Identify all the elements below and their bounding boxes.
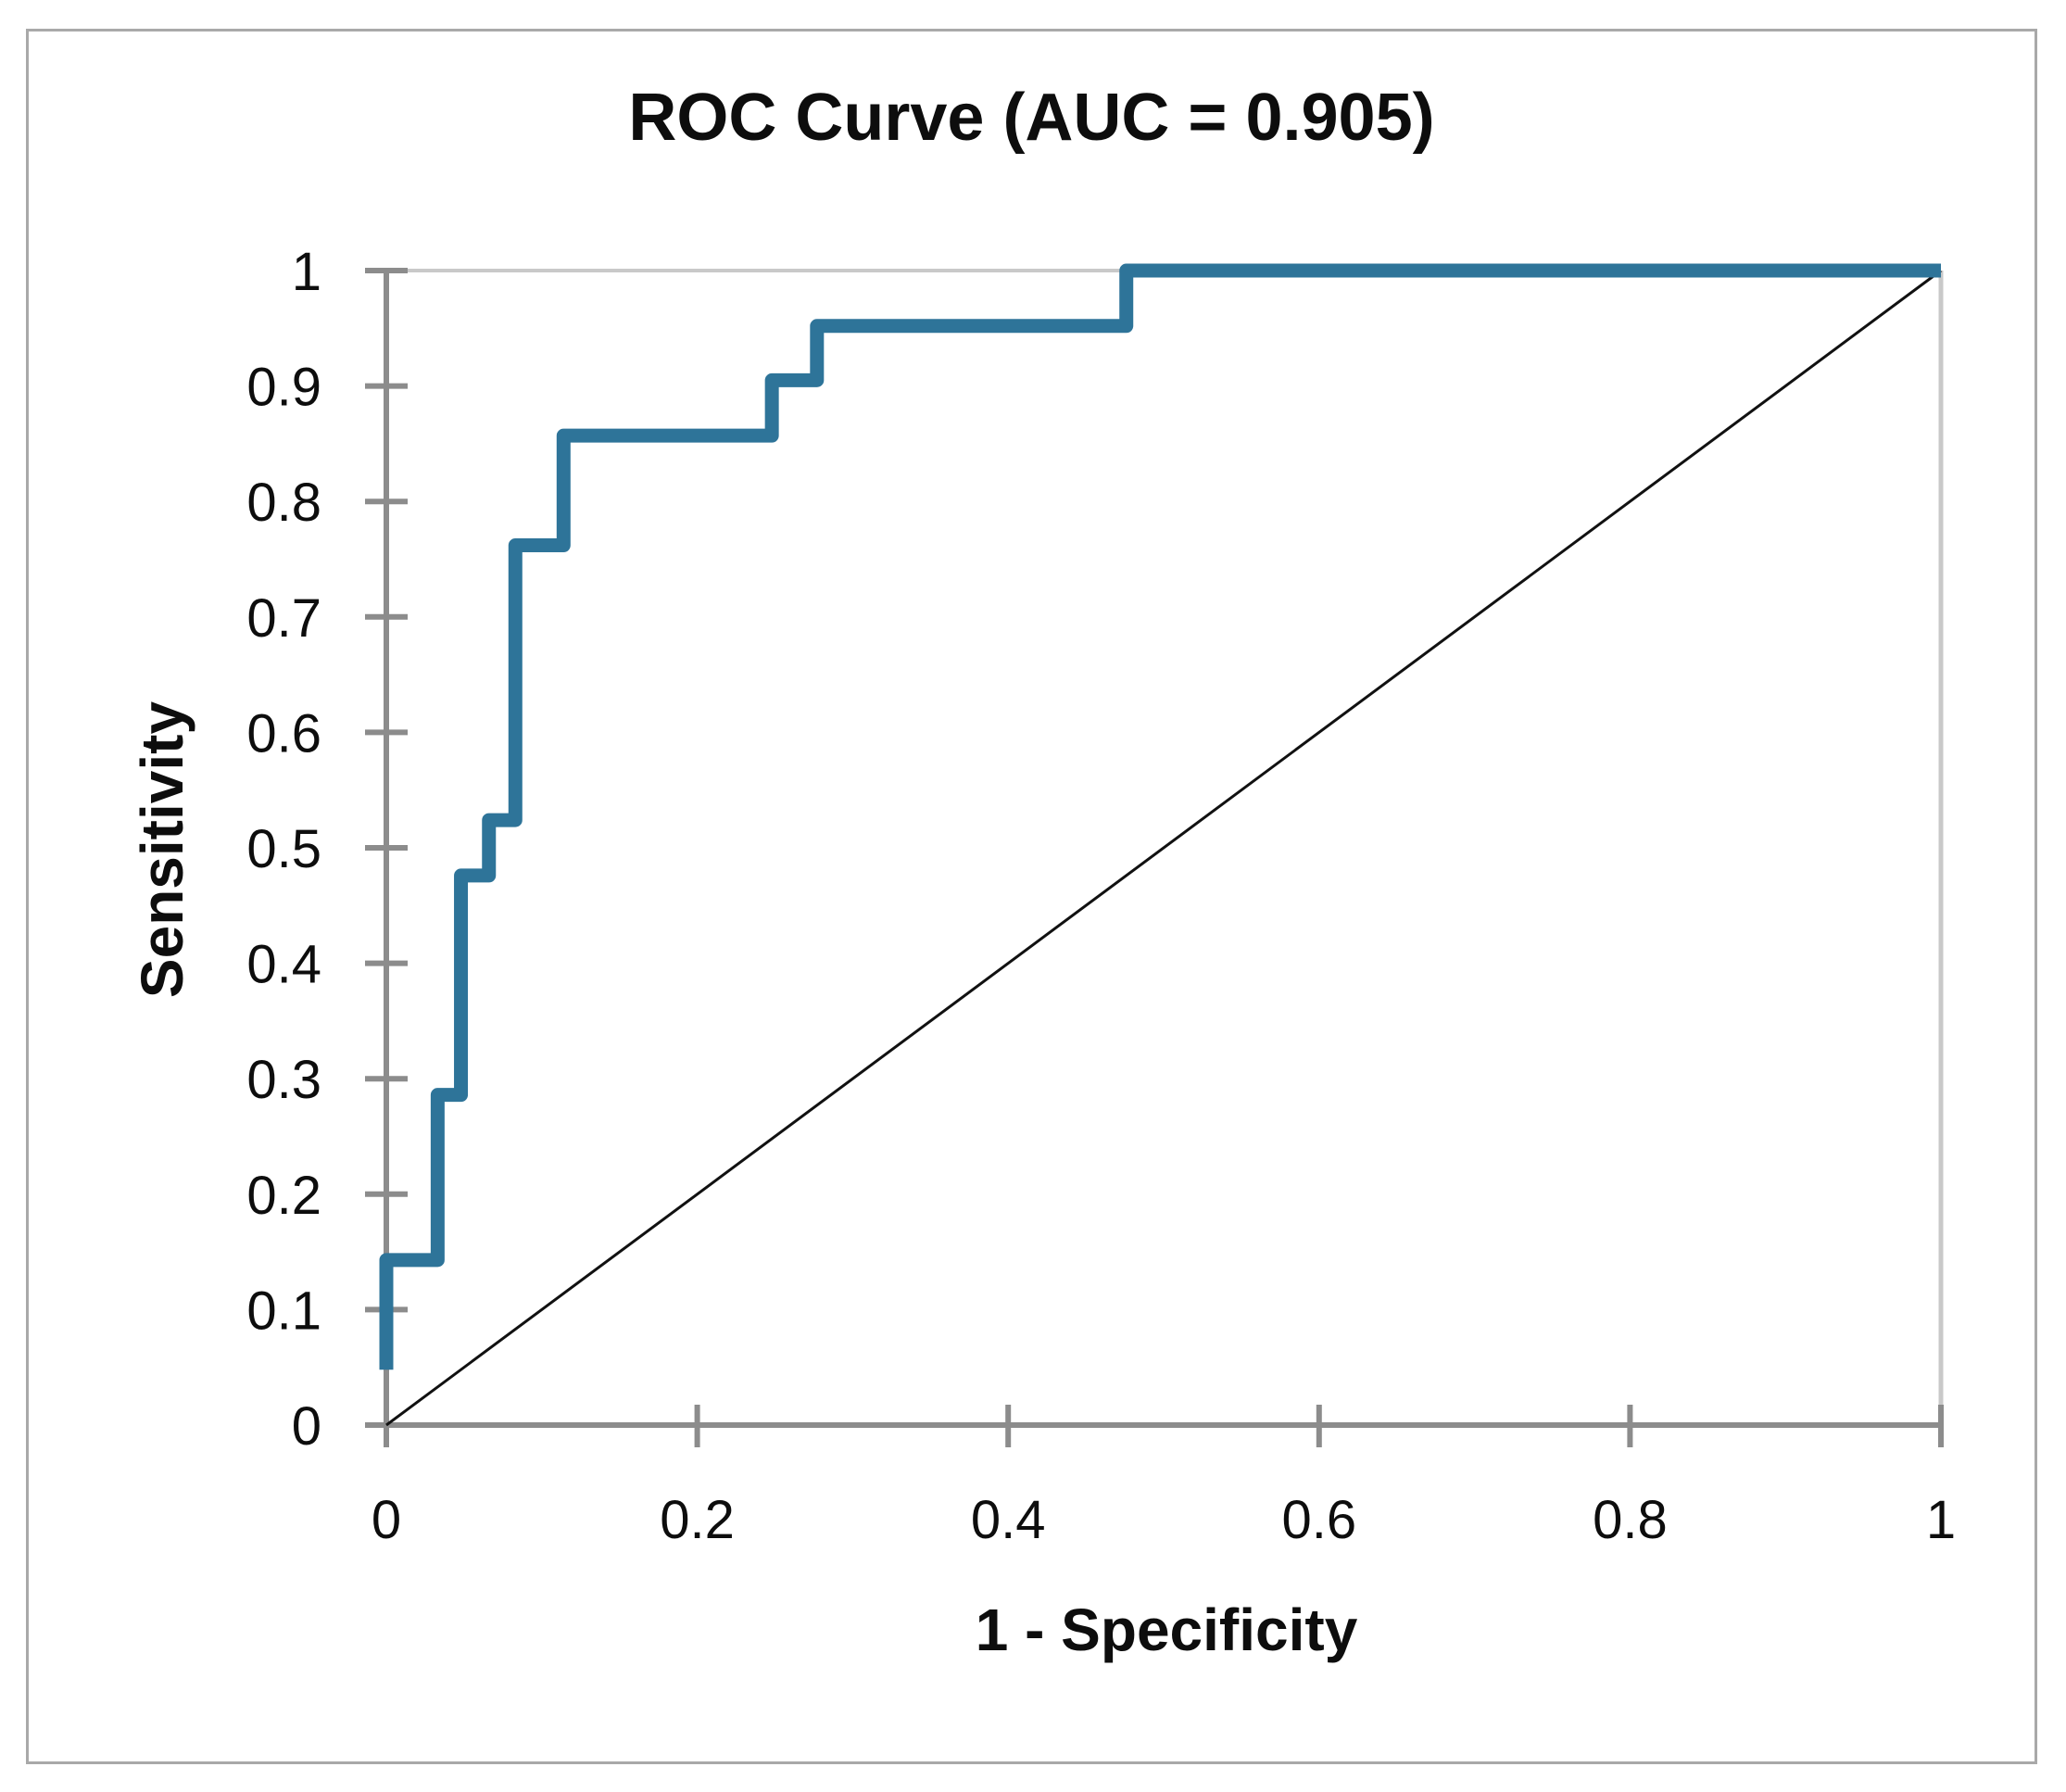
y-tick-label: 0.3: [246, 1050, 321, 1110]
roc-curve-line: [379, 263, 1941, 1370]
y-tick-label: 0.1: [246, 1281, 321, 1341]
x-tick-label: 1: [1926, 1490, 1956, 1550]
x-tick-label: 0.8: [1593, 1490, 1668, 1550]
chart-title: ROC Curve (AUC = 0.905): [628, 81, 1435, 155]
x-tick-label: 0.4: [971, 1490, 1046, 1550]
y-tick-label: 0.5: [246, 819, 321, 879]
y-tick-label: 0.8: [246, 473, 321, 533]
y-tick-label: 0.9: [246, 358, 321, 418]
y-tick-label: 0.7: [246, 588, 321, 649]
chance-diagonal-line: [385, 269, 1942, 1427]
x-tick-label: 0.6: [1281, 1490, 1356, 1550]
y-tick-label: 0.6: [246, 703, 321, 763]
x-axis-title: 1 - Specificity: [975, 1596, 1358, 1663]
y-tick-label: 0.4: [246, 935, 321, 995]
y-tick-label: 0.2: [246, 1166, 321, 1226]
x-tick-label: 0: [372, 1490, 401, 1550]
x-tick-label: 0.2: [660, 1490, 735, 1550]
y-tick-label: 0: [292, 1396, 321, 1457]
y-tick-label: 1: [292, 242, 321, 302]
figure-frame: ROC Curve (AUC = 0.905) Sensitivity 1 - …: [26, 29, 2037, 1764]
